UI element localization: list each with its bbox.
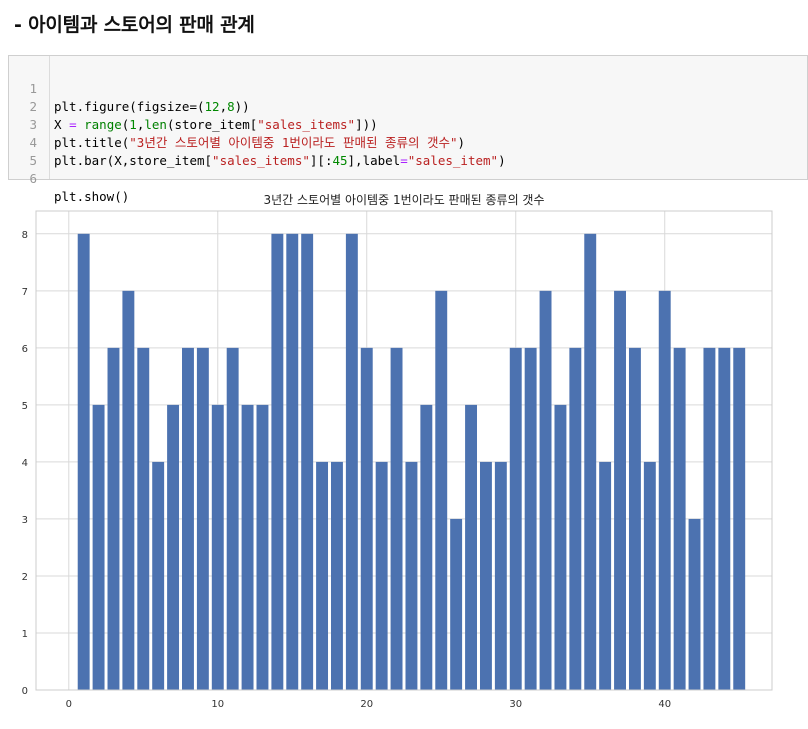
bar	[196, 347, 209, 690]
bar	[77, 233, 90, 691]
line-number: 2	[29, 99, 37, 114]
bar	[122, 290, 135, 690]
bar	[420, 404, 433, 690]
x-tick-label: 30	[509, 699, 522, 710]
plot-frame	[35, 210, 773, 691]
y-tick-label: 3	[22, 515, 28, 526]
line-number: 1	[29, 81, 37, 96]
bar	[658, 290, 671, 690]
bar	[688, 518, 701, 690]
bar	[494, 461, 507, 690]
bar	[256, 404, 269, 690]
bar	[241, 404, 254, 690]
line-number: 4	[29, 135, 37, 150]
bar	[226, 347, 239, 690]
bar	[599, 461, 612, 690]
bar	[733, 347, 746, 690]
bar	[479, 461, 492, 690]
bar	[405, 461, 418, 690]
output-plot: 0 1 2 3 4 5 6 7 8 0 10 20 30 40 3년간 스토어별 아이템중 1번이라도 판매…	[0, 186, 808, 729]
bar	[628, 347, 641, 690]
bar	[286, 233, 299, 691]
section-heading: - 아이템과 스토어의 판매 관계	[14, 14, 255, 36]
code-line-5: 5	[9, 134, 39, 168]
y-tick-label: 2	[22, 572, 28, 583]
line-number: 6	[29, 171, 37, 186]
bar	[450, 518, 463, 690]
y-tick-label: 4	[22, 458, 28, 469]
bar	[509, 347, 522, 690]
y-tick-label: 8	[22, 230, 28, 241]
x-tick-label: 0	[66, 699, 72, 710]
y-tick-label: 7	[22, 287, 28, 298]
bar	[465, 404, 478, 690]
bar	[614, 290, 626, 690]
bar	[152, 461, 165, 690]
bar	[107, 347, 120, 690]
bar	[718, 347, 731, 690]
bar	[271, 233, 284, 691]
bar	[569, 347, 582, 690]
bar	[584, 233, 597, 691]
bar	[137, 347, 150, 690]
line-number: 3	[29, 117, 37, 132]
bar	[375, 461, 388, 690]
code-line-3: 3 plt.title("3년간 스토어별 아이템중 1번이라도 판매된 종류의…	[9, 98, 465, 150]
line-number: 5	[29, 153, 37, 168]
bar	[643, 461, 656, 690]
code-line-1: 1 plt.figure(figsize=(12,8))	[9, 62, 249, 114]
bar	[330, 461, 343, 690]
x-tick-label: 40	[658, 699, 671, 710]
bar	[524, 347, 537, 690]
bar	[301, 233, 314, 691]
x-tick-label: 20	[360, 699, 373, 710]
y-tick-label: 6	[22, 344, 28, 355]
y-tick-label: 0	[22, 686, 28, 697]
bar	[539, 290, 552, 690]
code-line-4: 4 plt.bar(X,store_item["sales_items"][:4…	[9, 116, 505, 168]
y-tick-label: 5	[22, 401, 28, 412]
code-line-2: 2 X = range(1,len(store_item["sales_item…	[9, 80, 377, 132]
bar	[211, 404, 224, 690]
x-tick-label: 10	[211, 699, 224, 710]
bar	[92, 404, 105, 690]
bar	[360, 347, 373, 690]
bar	[345, 233, 358, 691]
code-line-6: 6 plt.show()	[9, 152, 129, 204]
bar	[167, 404, 180, 690]
chart-title: 3년간 스토어별 아이템중 1번이라도 판매된 종류의 갯수	[263, 193, 544, 207]
bar	[554, 404, 567, 690]
bar-chart: 0 1 2 3 4 5 6 7 8 0 10 20 30 40 3년간 스토어별 아이템중 1번이라도 판매…	[22, 193, 773, 710]
bar	[182, 347, 194, 690]
bar	[390, 347, 403, 690]
line-number-gutter	[9, 56, 50, 179]
y-tick-label: 1	[22, 629, 28, 640]
bar	[673, 347, 686, 690]
code-cell[interactable]: 1 plt.figure(figsize=(12,8)) 2 X = range…	[8, 55, 808, 204]
bar	[316, 461, 329, 690]
bar	[435, 290, 448, 690]
bar	[703, 347, 716, 690]
